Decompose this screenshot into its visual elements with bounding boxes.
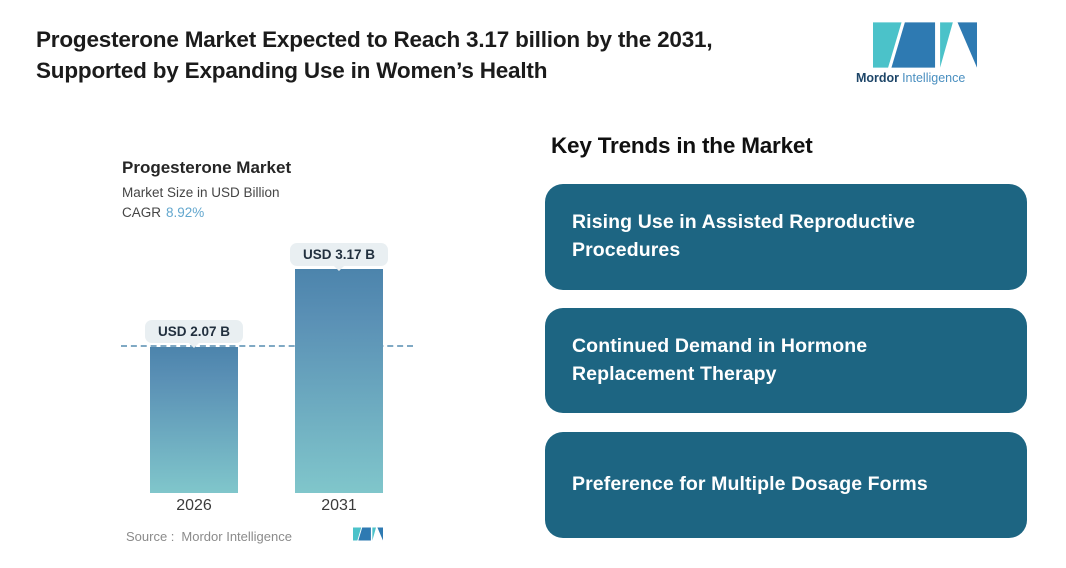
axis-label-2031: 2031 [321,497,357,514]
mordor-intelligence-mini-logo-icon [353,527,383,546]
brand-logo: Mordor Intelligence [856,22,982,85]
brand-name-light: Intelligence [902,71,966,85]
page-title: Progesterone Market Expected to Reach 3.… [36,24,713,86]
bar-2026 [150,347,238,493]
bar-value-label-2031: USD 3.17 B [289,243,389,266]
trend-card-assisted-reproductive: Rising Use in Assisted Reproductive Proc… [545,184,1027,290]
cagr-label: CAGR [122,205,162,220]
source-value: Mordor Intelligence [181,529,292,544]
trends-heading: Key Trends in the Market [551,133,813,158]
chart-title: Progesterone Market [122,158,292,177]
reference-dashed-line [121,345,413,347]
trend-card-dosage-forms: Preference for Multiple Dosage Forms [545,432,1027,538]
source-label: Source : [126,529,175,544]
trend-card-text-line: Rising Use in Assisted Reproductive [572,211,916,234]
trend-card-text-line: Continued Demand in Hormone [572,334,868,357]
brand-wordmark: Mordor Intelligence [856,71,982,85]
source-line: Source : Mordor Intelligence [126,529,292,544]
trend-card-text-line: Replacement Therapy [572,362,777,385]
mordor-intelligence-logo-icon [856,22,982,68]
trend-card-text-line: Procedures [572,239,681,261]
brand-name-bold: Mordor [856,71,900,85]
chart-subtitle: Market Size in USD Billion [122,185,280,200]
trend-card-hormone-replacement: Continued Demand in Hormone Replacement … [545,308,1027,413]
cagr-value: 8.92% [166,205,205,220]
page-title-line1: Progesterone Market Expected to Reach 3.… [36,27,713,52]
bar-2031 [295,269,383,493]
trend-card-text-line: Preference for Multiple Dosage Forms [572,473,928,496]
axis-label-2026: 2026 [176,497,212,514]
page-title-line2: Supported by Expanding Use in Women’s He… [36,58,548,84]
chart-cagr: CAGR 8.92% [122,205,204,220]
bar-value-label-2026: USD 2.07 B [144,320,244,343]
